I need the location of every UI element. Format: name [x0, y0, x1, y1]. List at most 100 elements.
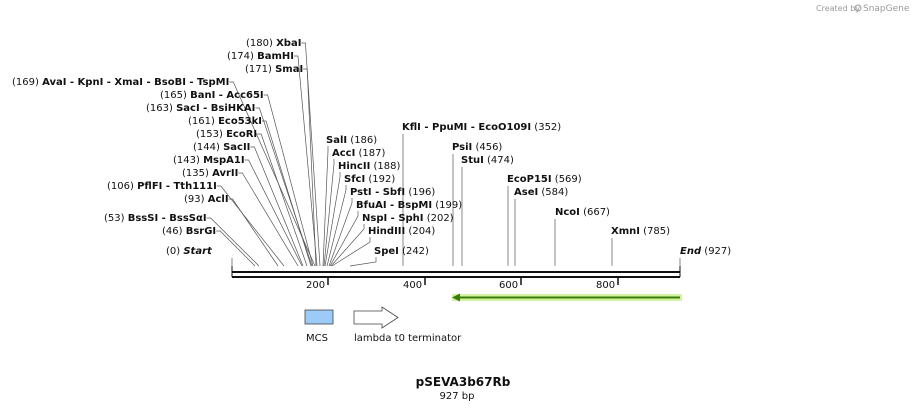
restriction-site-labels: (180) XbaI (174) BamHI (171) SmaI (169) Ava…	[12, 38, 731, 257]
site-position: (180)	[246, 38, 276, 49]
leader-line	[331, 237, 371, 267]
site-enzyme-names: SmaI	[275, 64, 303, 75]
axis-tick-800: 800	[596, 278, 619, 291]
credit-brand: SnapGene	[863, 4, 910, 14]
site-label-avrii[interactable]: (135) AvrII	[182, 168, 238, 179]
site-position: (667)	[580, 207, 610, 218]
leader-line	[263, 94, 314, 267]
site-position: (144)	[193, 142, 223, 153]
ori-feature-arrow[interactable]	[452, 293, 682, 302]
site-label-stui[interactable]: StuI (474)	[461, 155, 514, 166]
site-label-psti[interactable]: PstI - SbfI (196)	[350, 187, 435, 198]
site-position: (0)	[166, 246, 183, 257]
site-label-avai[interactable]: (169) AvaI - KpnI - XmaI - BsoBI - TspMI	[12, 77, 229, 88]
site-enzyme-names: Start	[183, 246, 213, 257]
site-label-ncoi[interactable]: NcoI (667)	[555, 207, 610, 218]
leader-line	[326, 185, 347, 267]
site-position: (927)	[701, 246, 731, 257]
site-label-ecop15i[interactable]: EcoP15I (569)	[507, 174, 582, 185]
site-label-bfuai[interactable]: BfuAI - BspMI (199)	[356, 200, 462, 211]
site-label-hincii[interactable]: HincII (188)	[338, 161, 400, 172]
site-label-kfli[interactable]: KflI - PpuMI - EcoO109I (352)	[402, 122, 561, 133]
site-enzyme-names: NspI - SphI	[362, 213, 424, 224]
axis-tick-label: 200	[306, 280, 325, 291]
axis-tick-label: 400	[403, 280, 422, 291]
legend-mcs[interactable]: MCS	[304, 309, 334, 344]
site-position: (171)	[245, 64, 275, 75]
leader-line	[330, 224, 365, 267]
mcs-label: MCS	[306, 333, 328, 344]
site-enzyme-names: KflI - PpuMI - EcoO109I	[402, 122, 531, 133]
leader-line	[238, 172, 299, 267]
legend-lambda-t0-terminator[interactable]: lambda t0 terminator	[353, 306, 462, 344]
site-enzyme-names: BamHI	[257, 51, 294, 62]
site-position: (143)	[173, 155, 203, 166]
site-label-xbai[interactable]: (180) XbaI	[246, 38, 301, 49]
leader-line	[250, 146, 304, 267]
site-enzyme-names: SacI - BsiHKAI	[176, 103, 255, 114]
site-position: (153)	[196, 129, 226, 140]
leader-line	[229, 81, 316, 267]
site-label-mspa1i[interactable]: (143) MspA1I	[173, 155, 245, 166]
site-enzyme-names: Eco53kI	[218, 116, 262, 127]
site-label-xmni[interactable]: XmnI (785)	[611, 226, 670, 237]
site-enzyme-names: AvrII	[212, 168, 238, 179]
mcs-swatch	[304, 309, 334, 325]
site-label-sali[interactable]: SalI (186)	[326, 135, 377, 146]
axis-tick-200: 200	[306, 278, 329, 291]
site-label-nspi[interactable]: NspI - SphI (202)	[362, 213, 454, 224]
site-label-psii[interactable]: PsiI (456)	[452, 142, 502, 153]
site-label-start[interactable]: (0) Start	[166, 246, 213, 257]
site-position: (135)	[182, 168, 212, 179]
site-label-bsrgi[interactable]: (46) BsrGI	[162, 226, 216, 237]
site-label-end[interactable]: End (927)	[680, 246, 731, 257]
leader-line	[329, 211, 359, 267]
site-label-hindiii[interactable]: HindIII (204)	[368, 226, 435, 237]
site-enzyme-names: NcoI	[555, 207, 580, 218]
site-label-eco53ki[interactable]: (161) Eco53kI	[188, 116, 262, 127]
sequence-backbone	[231, 266, 681, 278]
site-position: (785)	[640, 226, 670, 237]
site-label-acli[interactable]: (93) AclI	[184, 194, 229, 205]
site-position: (202)	[424, 213, 454, 224]
site-position: (204)	[405, 226, 435, 237]
site-enzyme-names: HindIII	[368, 226, 405, 237]
site-enzyme-names: XbaI	[276, 38, 301, 49]
site-label-smai[interactable]: (171) SmaI	[245, 64, 303, 75]
site-position: (456)	[472, 142, 502, 153]
site-position: (174)	[227, 51, 257, 62]
site-enzyme-names: MspA1I	[203, 155, 244, 166]
site-enzyme-names: End	[680, 246, 702, 257]
site-label-sacii[interactable]: (144) SacII	[193, 142, 250, 153]
leader-line	[262, 120, 312, 267]
site-position: (53)	[104, 213, 128, 224]
site-label-sfci[interactable]: SfcI (192)	[344, 174, 395, 185]
leader-line	[328, 198, 353, 267]
site-label-pflfi[interactable]: (106) PflFI - Tth111I	[107, 181, 217, 192]
site-position: (93)	[184, 194, 208, 205]
leader-line	[206, 217, 260, 267]
site-enzyme-names: SpeI	[374, 246, 399, 257]
site-enzyme-names: BanI - Acc65I	[190, 90, 264, 101]
site-position: (161)	[188, 116, 218, 127]
leader-lines	[206, 42, 681, 267]
leader-line	[257, 133, 308, 267]
leader-line	[324, 172, 341, 267]
site-label-bamhi[interactable]: (174) BamHI	[227, 51, 294, 62]
plasmid-length: 927 bp	[440, 391, 475, 402]
snapgene-logo-icon	[854, 4, 862, 12]
site-position: (584)	[538, 187, 568, 198]
site-position: (187)	[355, 148, 385, 159]
site-position: (169)	[12, 77, 42, 88]
terminator-label: lambda t0 terminator	[354, 333, 462, 344]
leader-line	[216, 230, 256, 267]
site-label-bsssi[interactable]: (53) BssSI - BssSαI	[104, 213, 207, 224]
site-label-spei[interactable]: SpeI (242)	[374, 246, 429, 257]
site-enzyme-names: PflFI - Tth111I	[137, 181, 217, 192]
site-label-saci[interactable]: (163) SacI - BsiHKAI	[146, 103, 255, 114]
site-label-asei[interactable]: AseI (584)	[514, 187, 568, 198]
site-label-acci[interactable]: AccI (187)	[332, 148, 385, 159]
site-label-ecori[interactable]: (153) EcoRI	[196, 129, 257, 140]
site-label-bani[interactable]: (165) BanI - Acc65I	[160, 90, 264, 101]
